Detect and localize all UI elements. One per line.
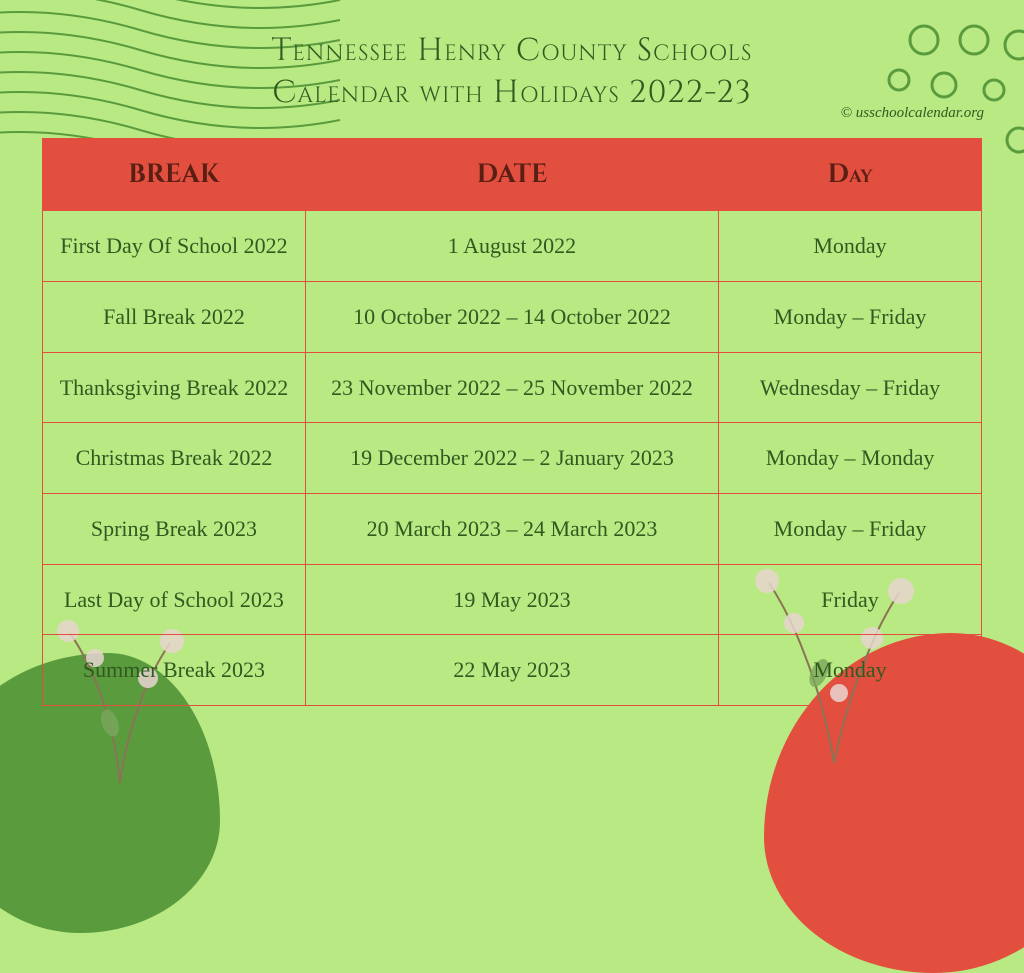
- table-row: Christmas Break 202219 December 2022 – 2…: [43, 423, 982, 494]
- cell-break: Christmas Break 2022: [43, 423, 306, 494]
- cell-break: Spring Break 2023: [43, 493, 306, 564]
- table-row: Spring Break 202320 March 2023 – 24 Marc…: [43, 493, 982, 564]
- schedule-table: BREAK DATE Day First Day Of School 20221…: [42, 138, 982, 706]
- cell-day: Monday – Friday: [719, 493, 982, 564]
- cell-date: 20 March 2023 – 24 March 2023: [305, 493, 718, 564]
- attribution-text: © usschoolcalendar.org: [841, 105, 984, 122]
- table-row: Fall Break 202210 October 2022 – 14 Octo…: [43, 281, 982, 352]
- table-row: First Day Of School 20221 August 2022Mon…: [43, 211, 982, 282]
- header-break: BREAK: [43, 139, 306, 211]
- header-date: DATE: [305, 139, 718, 211]
- cell-date: 23 November 2022 – 25 November 2022: [305, 352, 718, 423]
- table-header-row: BREAK DATE Day: [43, 139, 982, 211]
- cell-day: Monday: [719, 211, 982, 282]
- header-day: Day: [719, 139, 982, 211]
- cell-date: 22 May 2023: [305, 635, 718, 706]
- cell-day: Monday – Friday: [719, 281, 982, 352]
- cell-day: Wednesday – Friday: [719, 352, 982, 423]
- table-row: Last Day of School 202319 May 2023Friday: [43, 564, 982, 635]
- cell-date: 19 May 2023: [305, 564, 718, 635]
- cell-date: 10 October 2022 – 14 October 2022: [305, 281, 718, 352]
- cell-day: Monday: [719, 635, 982, 706]
- cell-day: Monday – Monday: [719, 423, 982, 494]
- cell-break: Fall Break 2022: [43, 281, 306, 352]
- table-row: Summer Break 202322 May 2023Monday: [43, 635, 982, 706]
- title-line-1: Tennessee Henry County Schools: [0, 30, 1024, 72]
- cell-break: Last Day of School 2023: [43, 564, 306, 635]
- table-row: Thanksgiving Break 202223 November 2022 …: [43, 352, 982, 423]
- cell-day: Friday: [719, 564, 982, 635]
- cell-break: Summer Break 2023: [43, 635, 306, 706]
- cell-break: Thanksgiving Break 2022: [43, 352, 306, 423]
- cell-date: 19 December 2022 – 2 January 2023: [305, 423, 718, 494]
- page-title: Tennessee Henry County Schools Calendar …: [0, 30, 1024, 113]
- cell-date: 1 August 2022: [305, 211, 718, 282]
- cell-break: First Day Of School 2022: [43, 211, 306, 282]
